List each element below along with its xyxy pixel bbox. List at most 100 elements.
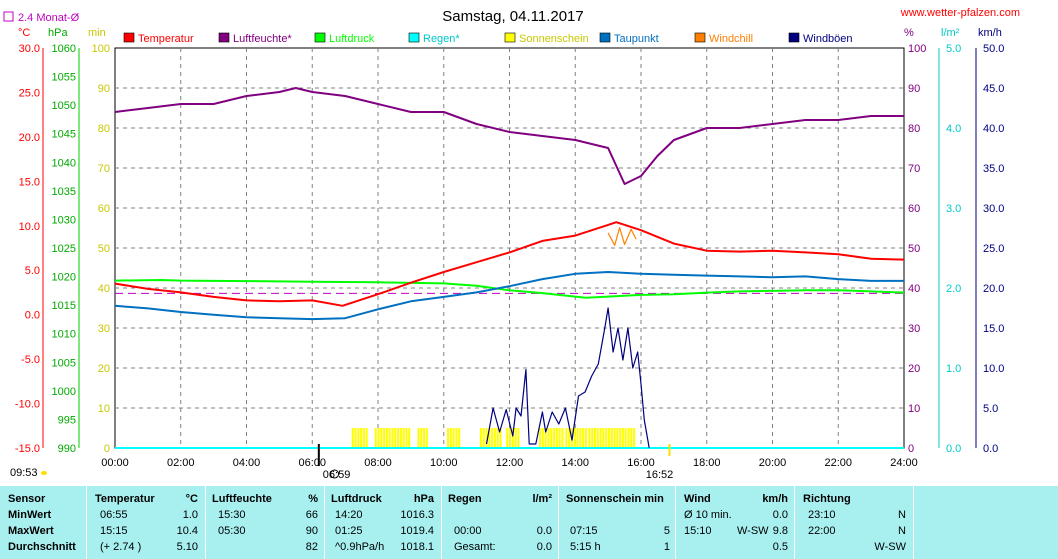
sunshine-bars <box>351 428 636 448</box>
legend-label: Luftdruck <box>329 33 375 45</box>
pressure-tick-label: 1040 <box>52 157 76 169</box>
time-tick-label: 00:00 <box>101 457 129 469</box>
summary-dir-time: 23:10 <box>808 509 836 521</box>
summary-temp-time: 15:15 <box>100 525 128 537</box>
sunshine-bar <box>385 428 388 448</box>
sunshine-bar <box>452 428 455 448</box>
humidity-tick-label: 30 <box>908 323 920 335</box>
sunshine-bar <box>627 428 630 448</box>
summary-hum-value: 82 <box>305 541 318 553</box>
time-tick-label: 22:00 <box>824 457 852 469</box>
temperature-tick-label: 20.0 <box>19 132 40 144</box>
humidity-tick-label: 80 <box>908 123 920 135</box>
legend: Temperatur Luftfeuchte* Luftdruck Regen* Son… <box>123 32 853 45</box>
pressure-tick-label: 1030 <box>52 214 76 226</box>
humidity-tick-label: 0 <box>908 443 914 455</box>
left-time: 09:53 <box>10 467 38 479</box>
time-tick-label: 18:00 <box>693 457 721 469</box>
sunshine-bar <box>541 428 544 448</box>
time-tick-label: 16:00 <box>627 457 655 469</box>
summary-column-rain <box>442 486 558 559</box>
summary-press-time: 01:25 <box>335 525 363 537</box>
summary-row-label: MinWert <box>8 509 52 521</box>
chart-title: Samstag, 04.11.2017 <box>442 8 584 25</box>
temperature-tick-label: -5.0 <box>21 354 40 366</box>
summary-header-hum: Luftfeuchte <box>212 493 272 505</box>
pressure-tick-label: 990 <box>58 443 76 455</box>
sunshine-bar <box>616 428 619 448</box>
summary-column-spare <box>914 486 1058 559</box>
wind-tick-label: 0.0 <box>983 443 998 455</box>
pressure-tick-label: 1020 <box>52 272 76 284</box>
wind-tick-label: 30.0 <box>983 203 1004 215</box>
legend-swatch <box>788 32 800 43</box>
pressure-tick-label: 1005 <box>52 357 76 369</box>
rain-tick-label: 3.0 <box>946 203 961 215</box>
sunshine-bar <box>397 428 400 448</box>
sunshine-bar <box>491 428 494 448</box>
wind-tick-label: 15.0 <box>983 323 1004 335</box>
sunshine-bar <box>479 428 482 448</box>
sunshine-bar <box>565 428 568 448</box>
sunshine-bar <box>588 428 591 448</box>
pressure-tick-label: 1000 <box>52 386 76 398</box>
wind-tick-label: 40.0 <box>983 123 1004 135</box>
sunshine-bar <box>596 428 599 448</box>
series-line-windchill <box>607 227 637 246</box>
sunshine-tick-label: 60 <box>98 203 110 215</box>
sunshine-bar <box>383 428 386 448</box>
series-line-luftdruck <box>114 279 905 299</box>
summary-hum-time: 05:30 <box>218 525 246 537</box>
summary-dir-value: N <box>898 525 906 537</box>
sunshine-bar <box>619 428 622 448</box>
sunshine-tick-label: 70 <box>98 163 110 175</box>
monthly-avg-label: 2.4 Monat-Ø <box>18 12 80 24</box>
sunshine-tick-label: 50 <box>98 243 110 255</box>
rain-tick-label: 5.0 <box>946 43 961 55</box>
rain-tick-label: 1.0 <box>946 363 961 375</box>
sunshine-bar <box>509 428 512 448</box>
sunshine-bar <box>593 428 596 448</box>
time-tick-label: 14:00 <box>561 457 589 469</box>
summary-header-temp: Temperatur <box>95 493 155 505</box>
summary-hum-value: 90 <box>305 525 318 537</box>
summary-wind-value: 9.8 <box>772 525 788 537</box>
summary-temp-time: 06:55 <box>100 509 128 521</box>
summary-dir-value: N <box>898 509 906 521</box>
summary-sun-value: 1 <box>663 541 670 553</box>
sunshine-bar <box>458 428 461 448</box>
humidity-tick-label: 60 <box>908 203 920 215</box>
temperature-tick-label: -15.0 <box>15 443 40 455</box>
unit-min: min <box>88 27 106 39</box>
humidity-tick-label: 70 <box>908 163 920 175</box>
sunshine-bar <box>591 428 594 448</box>
sunshine-bar <box>499 428 502 448</box>
sunshine-bar <box>399 428 402 448</box>
temperature-axis: 30.0 25.0 20.0 15.0 10.0 5.0 0.0 -5.0 -10.0 -15.0 <box>15 43 40 455</box>
summary-row-label: MaxWert <box>8 525 54 537</box>
sunshine-bar <box>613 428 616 448</box>
pressure-tick-label: 1015 <box>52 300 76 312</box>
sunshine-bar <box>449 428 452 448</box>
humidity-tick-label: 90 <box>908 83 920 95</box>
sunshine-bar <box>493 428 496 448</box>
summary-column-sun <box>559 486 675 559</box>
sunshine-bar <box>482 428 485 448</box>
sunshine-bar <box>405 428 408 448</box>
time-tick-label: 24:00 <box>890 457 918 469</box>
time-tick-label: 04:00 <box>233 457 261 469</box>
site-link[interactable]: www.wetter-pfalzen.com <box>900 7 1020 19</box>
summary-header-sensor: Sensor <box>8 493 46 505</box>
sunshine-tick-label: 20 <box>98 363 110 375</box>
humidity-tick-label: 20 <box>908 363 920 375</box>
summary-header-press: Luftdruck <box>331 493 382 505</box>
summary-wind-value: 0.5 <box>772 541 788 553</box>
wind-tick-label: 50.0 <box>983 43 1004 55</box>
summary-sun-value: 5 <box>663 525 670 537</box>
pressure-tick-label: 1010 <box>52 329 76 341</box>
temperature-tick-label: -10.0 <box>15 399 40 411</box>
legend-swatch <box>314 32 326 43</box>
sunshine-bar <box>607 428 610 448</box>
summary-temp-value: 1.0 <box>182 509 198 521</box>
